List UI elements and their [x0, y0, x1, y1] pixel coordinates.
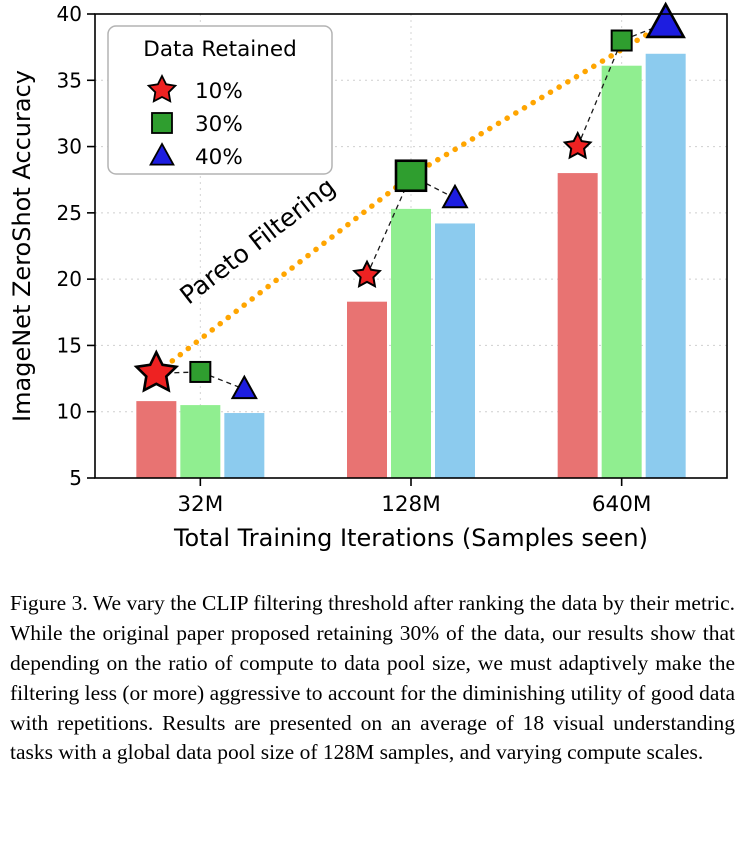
legend-label: 10% — [195, 79, 243, 104]
figure3-chart: Pareto Filtering 5 10 15 20 25 30 35 40 32M 128M 64… — [8, 1, 728, 552]
y-axis-label: ImageNet ZeroShot Accuracy — [8, 70, 36, 422]
legend-triangle-icon — [149, 142, 175, 166]
legend-title: Data Retained — [143, 37, 296, 62]
bar-10%-32M — [136, 401, 177, 478]
bar-30%-640M — [601, 65, 642, 479]
bar-10%-128M — [347, 301, 387, 478]
triangle-marker-40%-128M — [441, 183, 469, 209]
y-tick-label: 20 — [57, 267, 82, 291]
legend-label: 40% — [195, 145, 243, 170]
y-tick-label: 40 — [57, 2, 82, 26]
triangle-marker-40%-640M — [645, 1, 686, 39]
bar-30%-128M — [391, 208, 431, 478]
star-marker-10%-32M — [133, 349, 180, 393]
y-tick-label: 25 — [57, 201, 82, 225]
marker-connector — [156, 371, 245, 390]
bar-10%-640M — [557, 173, 598, 479]
bar-40%-32M — [224, 413, 265, 478]
square-marker-30%-128M — [394, 159, 428, 193]
legend-square-icon — [151, 112, 173, 134]
legend-star-icon — [146, 73, 178, 103]
figure-caption: Figure 3. We vary the CLIP filtering thr… — [10, 591, 735, 765]
y-tick-label: 35 — [57, 68, 82, 92]
x-tick-label: 128M — [381, 492, 441, 517]
y-tick-label: 30 — [57, 135, 82, 159]
x-tick-label: 640M — [592, 492, 652, 517]
legend-box — [107, 25, 333, 175]
x-tick-label: 32M — [177, 492, 223, 517]
bar-40%-128M — [435, 223, 475, 478]
pareto-label: Pareto Filtering — [174, 172, 340, 310]
y-tick-label: 10 — [57, 400, 82, 424]
y-tick-label: 5 — [69, 466, 82, 490]
bar-30%-32M — [180, 405, 221, 478]
legend-label: 30% — [195, 112, 243, 137]
triangle-marker-40%-32M — [230, 374, 258, 400]
y-tick-label: 15 — [57, 333, 82, 357]
square-marker-30%-32M — [189, 360, 212, 383]
bar-40%-640M — [645, 53, 686, 479]
star-marker-10%-128M — [352, 259, 382, 288]
square-marker-30%-640M — [610, 29, 633, 52]
star-marker-10%-640M — [562, 130, 593, 160]
x-axis-label: Total Training Iterations (Samples seen) — [173, 524, 648, 552]
